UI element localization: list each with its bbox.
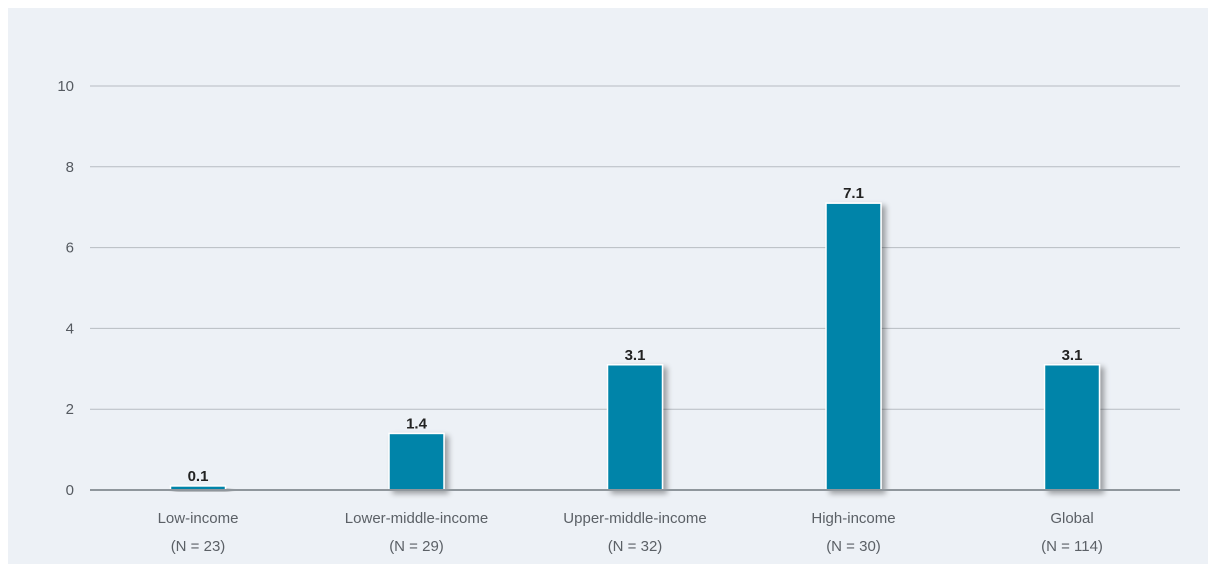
x-tick-label: Lower-middle-income xyxy=(345,510,488,527)
x-axis-category-labels: Low-income (N = 23) Lower-middle-income (N … xyxy=(158,510,1103,555)
y-tick-label: 4 xyxy=(66,320,74,337)
gridlines xyxy=(90,85,1180,410)
x-tick-sample-size: (N = 23) xyxy=(171,538,226,555)
x-tick-sample-size: (N = 30) xyxy=(826,538,881,555)
bar xyxy=(1043,364,1101,491)
bars xyxy=(169,202,1101,491)
x-tick-sample-size: (N = 114) xyxy=(1041,538,1103,555)
x-tick-label: High-income xyxy=(811,510,895,527)
y-tick-label: 10 xyxy=(57,78,74,95)
bar-value-label: 3.1 xyxy=(1062,347,1083,364)
y-tick-label: 8 xyxy=(66,159,74,176)
bar-value-label: 1.4 xyxy=(406,415,428,432)
y-tick-label: 2 xyxy=(66,401,74,418)
bar-value-label: 7.1 xyxy=(843,185,864,202)
bar-value-label: 3.1 xyxy=(625,347,646,364)
bar-value-label: 0.1 xyxy=(188,468,209,485)
y-tick-label: 0 xyxy=(66,482,74,499)
bar xyxy=(825,202,882,491)
x-tick-label: Upper-middle-income xyxy=(563,510,706,527)
bar xyxy=(606,364,664,491)
bar-value-labels: 0.1 1.4 3.1 7.1 3.1 xyxy=(188,185,1083,485)
y-axis-tick-labels: 0 2 4 6 8 10 xyxy=(57,78,74,499)
x-tick-label: Global xyxy=(1050,510,1093,527)
x-tick-sample-size: (N = 29) xyxy=(389,538,444,555)
x-tick-label: Low-income xyxy=(158,510,239,527)
y-tick-label: 6 xyxy=(66,240,74,257)
bar xyxy=(388,432,445,491)
x-tick-sample-size: (N = 32) xyxy=(608,538,663,555)
